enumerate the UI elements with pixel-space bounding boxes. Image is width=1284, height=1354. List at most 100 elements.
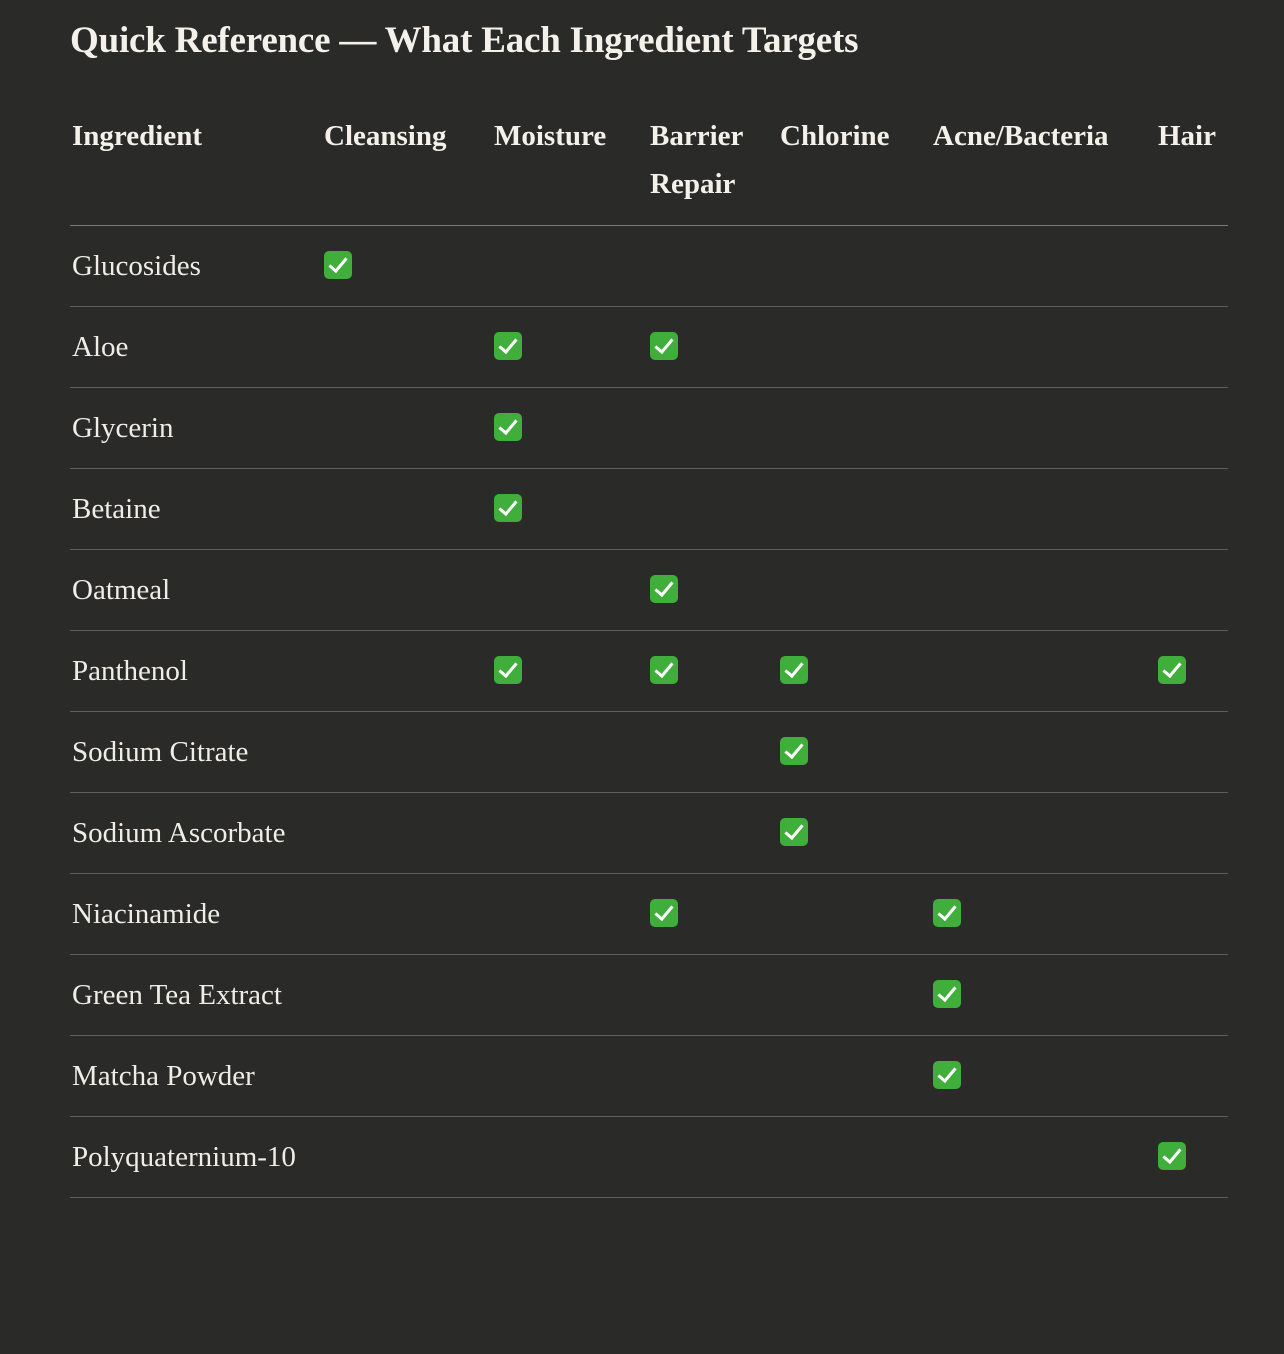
target-cell	[324, 873, 494, 955]
table-row: Sodium Ascorbate	[70, 792, 1228, 874]
target-cell	[780, 954, 933, 1036]
target-cell	[780, 1035, 933, 1117]
target-cell	[650, 954, 780, 1036]
ingredient-name: Polyquaternium-10	[70, 1116, 324, 1198]
target-cell	[324, 306, 494, 388]
target-cell	[650, 630, 780, 712]
target-cell	[933, 1035, 1158, 1117]
column-header-hair: Hair	[1158, 104, 1228, 226]
target-cell	[1158, 1116, 1228, 1198]
table-row: Matcha Powder	[70, 1035, 1228, 1117]
target-cell	[1158, 792, 1228, 874]
ingredient-targets-table: Ingredient Cleansing Moisture Barrier Re…	[70, 104, 1228, 1198]
target-cell	[1158, 954, 1228, 1036]
ingredient-name: Glycerin	[70, 387, 324, 469]
table-row: Oatmeal	[70, 549, 1228, 631]
target-cell	[933, 711, 1158, 793]
table-row: Polyquaternium-10	[70, 1116, 1228, 1198]
check-mark-icon	[494, 413, 522, 441]
check-mark-icon	[933, 1061, 961, 1089]
target-cell	[324, 225, 494, 307]
target-cell	[1158, 711, 1228, 793]
ingredient-name: Betaine	[70, 468, 324, 550]
table-row: Glycerin	[70, 387, 1228, 469]
check-mark-icon	[933, 980, 961, 1008]
check-mark-icon	[650, 899, 678, 927]
target-cell	[650, 225, 780, 307]
target-cell	[650, 1116, 780, 1198]
target-cell	[933, 630, 1158, 712]
table-header-row: Ingredient Cleansing Moisture Barrier Re…	[70, 104, 1228, 226]
target-cell	[650, 387, 780, 469]
section-title: Quick Reference — What Each Ingredient T…	[70, 20, 859, 61]
reference-section: Quick Reference — What Each Ingredient T…	[70, 0, 1228, 1198]
check-mark-icon	[494, 656, 522, 684]
target-cell	[933, 306, 1158, 388]
target-cell	[1158, 1035, 1228, 1117]
ingredient-name: Sodium Citrate	[70, 711, 324, 793]
target-cell	[1158, 630, 1228, 712]
target-cell	[494, 711, 650, 793]
target-cell	[494, 792, 650, 874]
column-header-barrier-repair: Barrier Repair	[650, 104, 780, 226]
ingredient-name: Glucosides	[70, 225, 324, 307]
table-row: Green Tea Extract	[70, 954, 1228, 1036]
target-cell	[933, 468, 1158, 550]
target-cell	[933, 792, 1158, 874]
target-cell	[324, 792, 494, 874]
check-mark-icon	[324, 251, 352, 279]
ingredient-name: Green Tea Extract	[70, 954, 324, 1036]
column-header-chlorine: Chlorine	[780, 104, 933, 226]
check-mark-icon	[650, 656, 678, 684]
target-cell	[780, 468, 933, 550]
target-cell	[650, 1035, 780, 1117]
check-mark-icon	[780, 818, 808, 846]
target-cell	[324, 1035, 494, 1117]
target-cell	[780, 549, 933, 631]
target-cell	[650, 306, 780, 388]
target-cell	[933, 549, 1158, 631]
target-cell	[494, 225, 650, 307]
target-cell	[494, 306, 650, 388]
target-cell	[650, 711, 780, 793]
target-cell	[1158, 387, 1228, 469]
check-mark-icon	[780, 737, 808, 765]
target-cell	[933, 954, 1158, 1036]
target-cell	[650, 873, 780, 955]
ingredient-name: Niacinamide	[70, 873, 324, 955]
table-row: Panthenol	[70, 630, 1228, 712]
target-cell	[494, 630, 650, 712]
check-mark-icon	[1158, 1142, 1186, 1170]
target-cell	[933, 387, 1158, 469]
target-cell	[494, 549, 650, 631]
check-mark-icon	[780, 656, 808, 684]
target-cell	[650, 549, 780, 631]
ingredient-name: Aloe	[70, 306, 324, 388]
target-cell	[494, 1116, 650, 1198]
target-cell	[494, 873, 650, 955]
column-header-cleansing: Cleansing	[324, 104, 494, 226]
check-mark-icon	[650, 332, 678, 360]
table-row: Betaine	[70, 468, 1228, 550]
column-header-ingredient: Ingredient	[70, 104, 324, 226]
target-cell	[494, 387, 650, 469]
target-cell	[650, 468, 780, 550]
table-row: Glucosides	[70, 225, 1228, 307]
target-cell	[324, 387, 494, 469]
target-cell	[780, 387, 933, 469]
target-cell	[933, 1116, 1158, 1198]
target-cell	[780, 1116, 933, 1198]
target-cell	[1158, 468, 1228, 550]
target-cell	[494, 1035, 650, 1117]
ingredient-name: Sodium Ascorbate	[70, 792, 324, 874]
target-cell	[324, 549, 494, 631]
column-header-acne-bacteria: Acne/Bacteria	[933, 104, 1158, 226]
target-cell	[1158, 549, 1228, 631]
target-cell	[780, 792, 933, 874]
column-header-moisture: Moisture	[494, 104, 650, 226]
target-cell	[933, 225, 1158, 307]
target-cell	[780, 711, 933, 793]
target-cell	[324, 1116, 494, 1198]
target-cell	[494, 468, 650, 550]
target-cell	[780, 630, 933, 712]
